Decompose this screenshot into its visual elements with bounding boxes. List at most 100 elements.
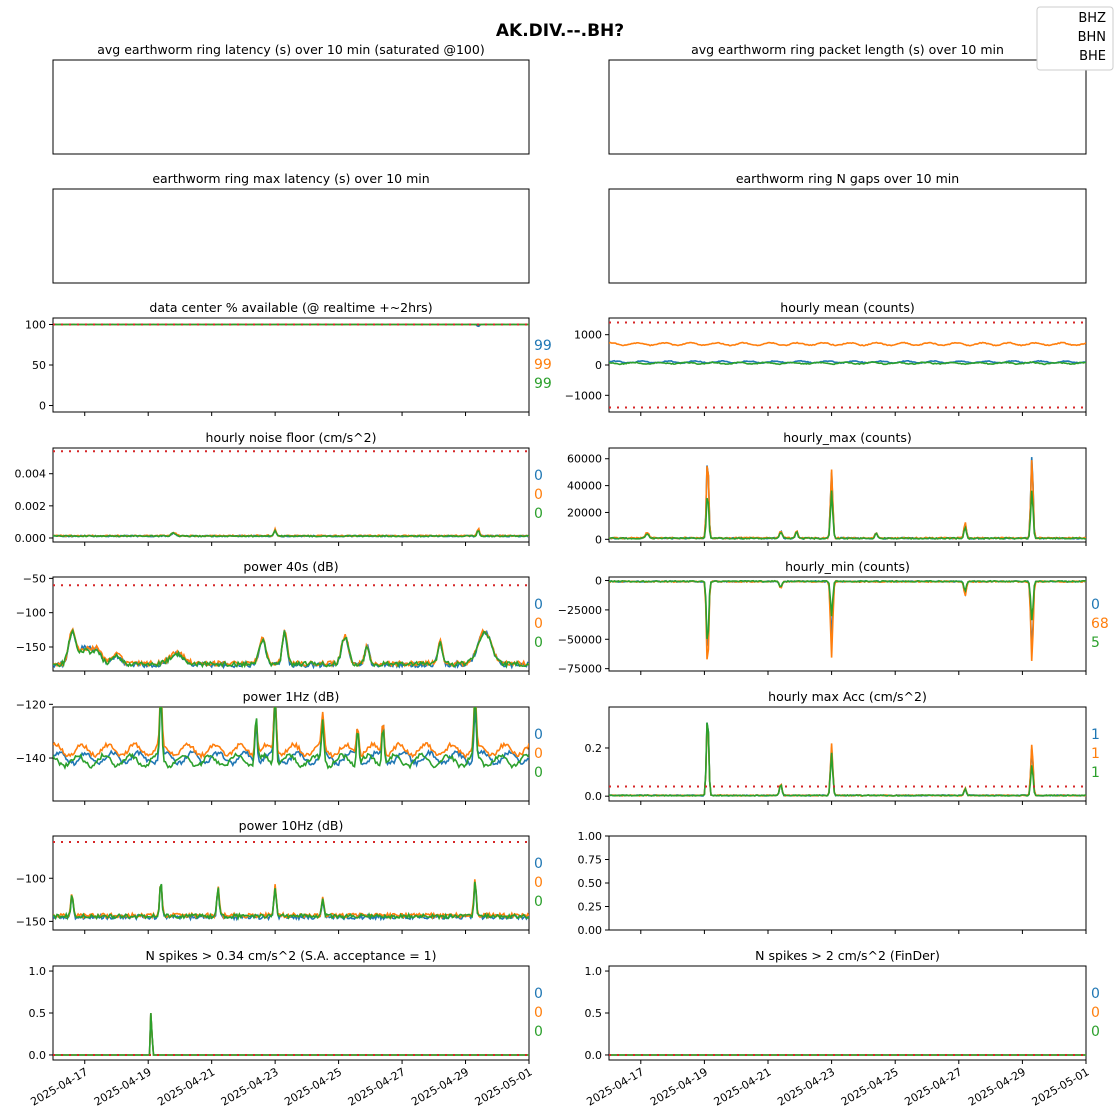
latest-value-bhz: 99 <box>534 338 552 354</box>
x-tick-label: 2025-04-19 <box>648 1065 710 1108</box>
x-tick-label: 2025-04-27 <box>902 1065 964 1108</box>
panel-spikes_2: N spikes > 2 cm/s^2 (FinDer) 0.0 0.5 1.0 202… <box>584 948 1099 1109</box>
axes-frame <box>52 188 530 284</box>
legend-entry-bhn: BHN <box>1078 30 1106 45</box>
axes-frame <box>608 576 1087 672</box>
axes-frame <box>52 59 530 155</box>
latest-value-bhn: 99 <box>534 357 552 373</box>
latest-value-bhe: 99 <box>534 376 552 392</box>
series-line-bhe <box>609 579 1086 640</box>
latest-value-bhz: 0 <box>1091 986 1100 1002</box>
panel-max_acc: hourly max Acc (cm/s^2) 0.0 0.2 1 1 1 <box>585 689 1100 805</box>
series-line-bhe <box>609 361 1086 366</box>
y-tick-label: 0.75 <box>578 854 603 867</box>
panel-hourly_min: hourly_min (counts) −75000 −50000 −25000 0 0 6… <box>558 559 1109 676</box>
series-line-bhe <box>53 628 529 669</box>
y-tick-label: −150 <box>16 915 46 928</box>
latest-value-bhe: 0 <box>534 1024 543 1040</box>
axes-frame <box>52 317 530 413</box>
panel-power_40s: power 40s (dB) −150 −100 −50 0 0 0 <box>16 559 543 675</box>
panel-title: hourly max Acc (cm/s^2) <box>768 689 927 704</box>
latest-value-bhe: 0 <box>534 506 543 522</box>
legend-entry-bhe: BHE <box>1079 49 1106 64</box>
panel-latency_max: earthworm ring max latency (s) over 10 m… <box>52 171 530 284</box>
y-tick-label: −120 <box>16 698 46 711</box>
latest-value-bhn: 68 <box>1091 616 1109 632</box>
y-tick-label: 0.5 <box>29 1007 47 1020</box>
x-tick-label: 2025-04-25 <box>839 1065 901 1108</box>
y-tick-label: 0.002 <box>15 500 47 513</box>
plot-area <box>53 584 529 670</box>
panel-n_gaps: earthworm ring N gaps over 10 min <box>608 171 1087 284</box>
panel-title: N spikes > 0.34 cm/s^2 (S.A. acceptance … <box>145 948 436 963</box>
panels: avg earthworm ring latency (s) over 10 m… <box>15 42 1109 1109</box>
axes-frame <box>608 188 1087 284</box>
series-line-bhe <box>53 1013 529 1056</box>
y-tick-label: −100 <box>16 607 46 620</box>
latest-value-bhn: 0 <box>534 875 543 891</box>
panel-title: hourly_min (counts) <box>785 559 910 574</box>
y-tick-label: −50000 <box>558 633 602 646</box>
y-tick-label: 0.004 <box>15 468 47 481</box>
y-tick-label: −75000 <box>558 663 602 676</box>
axes-frame <box>608 317 1087 413</box>
panel-power_10hz: power 10Hz (dB) −150 −100 0 0 0 <box>16 818 543 934</box>
panel-title: hourly noise floor (cm/s^2) <box>206 430 377 445</box>
latest-value-bhn: 0 <box>534 487 543 503</box>
panel-title: hourly_max (counts) <box>783 430 912 445</box>
y-tick-label: 0.0 <box>585 790 603 803</box>
panel-latency_avg: avg earthworm ring latency (s) over 10 m… <box>52 42 530 155</box>
y-tick-label: −25000 <box>558 604 602 617</box>
panel-title: avg earthworm ring latency (s) over 10 m… <box>97 42 484 57</box>
plot-area <box>609 722 1086 797</box>
latest-value-bhe: 5 <box>1091 635 1100 651</box>
x-tick-label: 2025-04-23 <box>775 1065 837 1108</box>
y-tick-label: −50 <box>23 572 46 585</box>
latest-value-bhn: 0 <box>1091 1005 1100 1021</box>
panel-title: earthworm ring N gaps over 10 min <box>736 171 959 186</box>
y-tick-label: 100 <box>25 318 46 331</box>
series-line-bhe <box>609 490 1086 541</box>
panel-hourly_max: hourly_max (counts) 0 20000 40000 60000 <box>567 430 1087 546</box>
x-tick-label: 2025-04-25 <box>282 1065 344 1108</box>
x-tick-label: 2025-04-17 <box>584 1065 646 1108</box>
plot-area <box>609 321 1086 409</box>
y-tick-label: 0.25 <box>578 901 603 914</box>
panel-title: N spikes > 2 cm/s^2 (FinDer) <box>755 948 940 963</box>
latest-value-bhe: 1 <box>1091 765 1100 781</box>
plot-area <box>53 450 529 538</box>
y-tick-label: 0.0 <box>585 1049 603 1062</box>
latest-value-bhn: 0 <box>534 1005 543 1021</box>
latest-value-bhe: 0 <box>1091 1024 1100 1040</box>
x-tick-label: 2025-04-29 <box>966 1065 1028 1108</box>
y-tick-label: 1000 <box>574 329 602 342</box>
latest-value-bhz: 1 <box>1091 727 1100 743</box>
plot-area <box>609 457 1086 541</box>
plot-area <box>53 323 529 328</box>
panel-title: hourly mean (counts) <box>780 300 914 315</box>
panel-title: data center % available (@ realtime +~2h… <box>149 300 432 315</box>
y-tick-label: 0.00 <box>578 924 603 937</box>
figure-title: AK.DIV.--.BH? <box>496 21 624 41</box>
y-tick-label: 40000 <box>567 480 602 493</box>
panel-power_1hz: power 1Hz (dB) −140 −120 0 0 0 <box>16 689 543 805</box>
y-tick-label: 0 <box>595 359 602 372</box>
x-tick-label: 2025-05-01 <box>473 1065 535 1108</box>
axes-frame <box>608 965 1087 1061</box>
panel-title: earthworm ring max latency (s) over 10 m… <box>152 171 429 186</box>
panel-availability: data center % available (@ realtime +~2h… <box>25 300 552 416</box>
x-tick-label: 2025-05-01 <box>1030 1065 1092 1108</box>
legend-box <box>1036 6 1114 71</box>
latest-value-bhn: 0 <box>534 746 543 762</box>
latest-value-bhn: 1 <box>1091 746 1100 762</box>
panel-title: avg earthworm ring packet length (s) ove… <box>691 42 1004 57</box>
y-tick-label: −100 <box>16 872 46 885</box>
x-tick-label: 2025-04-27 <box>346 1065 408 1108</box>
plot-area <box>53 1013 529 1056</box>
y-tick-label: 50 <box>32 359 46 372</box>
panel-empty_panel: 0.00 0.25 0.50 0.75 1.00 <box>578 830 1087 937</box>
y-tick-label: 0.5 <box>585 1007 603 1020</box>
series-line-bhe <box>53 707 529 771</box>
series-line-bhn <box>53 707 529 760</box>
